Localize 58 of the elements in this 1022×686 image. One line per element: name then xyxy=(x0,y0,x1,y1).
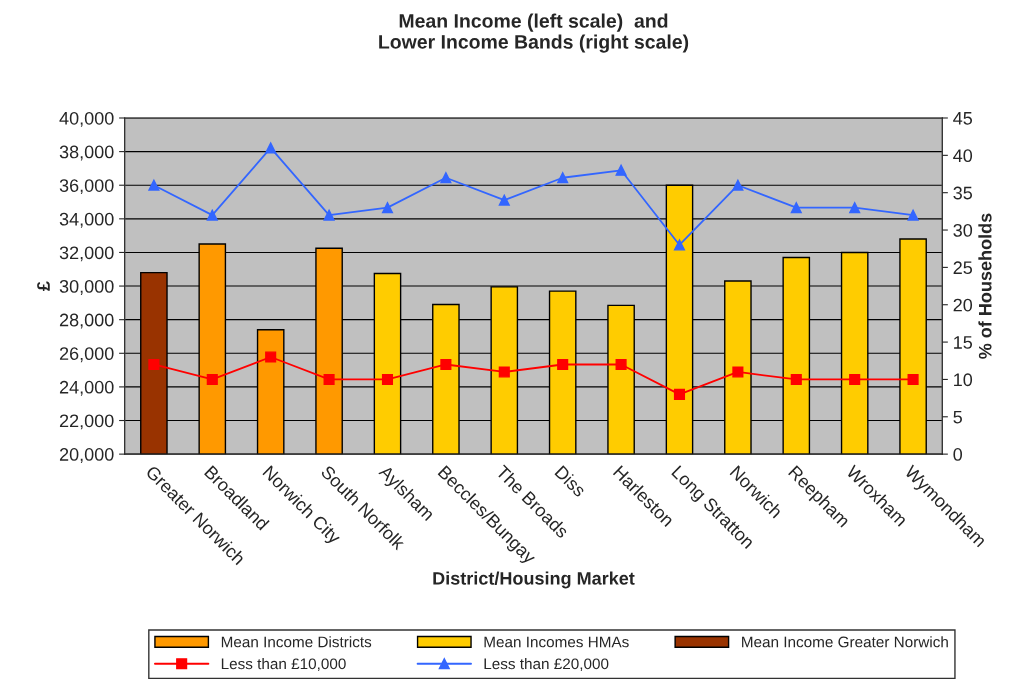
y-tick-label: 36,000 xyxy=(59,179,114,195)
point xyxy=(148,179,160,191)
y2-tick-label: 5 xyxy=(953,410,962,424)
legend-label: Mean Income Districts xyxy=(221,636,372,648)
point xyxy=(148,358,160,371)
y2-tick-label: 45 xyxy=(953,112,973,125)
legend-label: Less than £20,000 xyxy=(484,658,609,672)
y2-axis-title: % of Households xyxy=(978,213,992,359)
point xyxy=(206,373,218,385)
point xyxy=(673,388,686,400)
point xyxy=(790,373,802,385)
y2-tick-label: 40 xyxy=(953,149,973,163)
point xyxy=(323,373,335,385)
point xyxy=(907,209,919,221)
y2-tick-label: 25 xyxy=(953,261,973,275)
y2-tick-label: 10 xyxy=(954,373,973,387)
point xyxy=(265,351,277,363)
point xyxy=(732,179,744,191)
point xyxy=(557,358,569,371)
y-axis-title: £ xyxy=(37,281,50,291)
y2-tick-label: 35 xyxy=(953,186,973,200)
point xyxy=(381,373,394,385)
y2-tick-label: 0 xyxy=(953,448,963,461)
y-tick-label: 20,000 xyxy=(59,448,114,463)
point xyxy=(615,358,627,371)
chart-title: Mean Income (left scale) and Lower Income Bands (right scale) xyxy=(379,13,689,53)
point xyxy=(790,202,802,214)
y-tick-label: 22,000 xyxy=(59,414,114,430)
y-tick-label: 26,000 xyxy=(59,347,114,363)
x-axis-title: District/Housing Market xyxy=(433,571,635,589)
point xyxy=(907,373,919,385)
y-tick-label: 28,000 xyxy=(59,313,114,329)
point xyxy=(440,358,452,371)
y-tick-label: 34,000 xyxy=(59,212,114,228)
y2-tick-label: 30 xyxy=(953,223,973,237)
y2-tick-label: 20 xyxy=(953,298,973,312)
point xyxy=(849,202,861,214)
y-tick-label: 40,000 xyxy=(59,111,114,127)
point xyxy=(498,366,510,378)
point xyxy=(440,172,452,184)
legend-label: Less than £10,000 xyxy=(221,658,346,672)
point xyxy=(673,239,686,251)
point xyxy=(557,172,569,184)
point xyxy=(323,209,335,221)
legend-label: Mean Incomes HMAs xyxy=(484,636,629,648)
point xyxy=(265,142,277,154)
y-tick-label: 32,000 xyxy=(59,246,114,262)
point xyxy=(849,373,861,385)
point xyxy=(498,194,510,206)
y-tick-label: 30,000 xyxy=(59,280,114,295)
y-tick-label: 24,000 xyxy=(59,380,114,396)
point xyxy=(615,164,627,176)
y-tick-label: 38,000 xyxy=(59,145,114,161)
point xyxy=(732,366,744,378)
point xyxy=(381,202,394,214)
point xyxy=(206,209,218,221)
y2-tick-label: 15 xyxy=(954,336,973,349)
legend-label: Mean Income Greater Norwich xyxy=(742,636,948,648)
